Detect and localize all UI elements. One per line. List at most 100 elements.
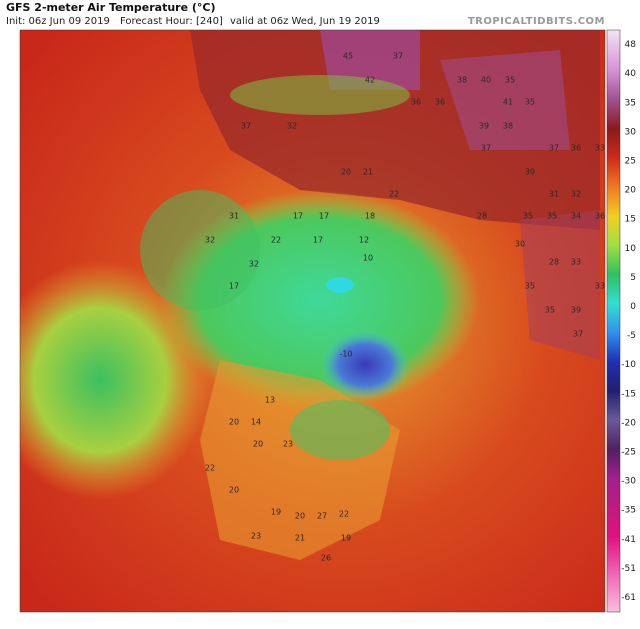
temperature-label: 26 xyxy=(321,554,331,563)
temperature-label: 21 xyxy=(363,168,373,177)
temperature-label: 32 xyxy=(249,260,259,269)
temperature-label: 17 xyxy=(293,212,303,221)
temperature-label: 33 xyxy=(595,282,605,291)
temperature-label: 20 xyxy=(295,512,305,521)
temperature-label: 27 xyxy=(317,512,327,521)
map-labels: 45 37 42 38 40 35 36 41 35 39 38 36 37 37 36 33 39 31 32 35… xyxy=(205,52,605,563)
temperature-label: 22 xyxy=(389,190,399,199)
colorbar xyxy=(606,29,621,613)
colorbar-tick-label: -35 xyxy=(621,506,636,516)
temperature-label: 28 xyxy=(549,258,559,267)
temperature-label: 10 xyxy=(363,254,373,263)
colorbar-tick-label: 20 xyxy=(625,186,637,196)
init: Init: 06z Jun 09 2019 xyxy=(6,16,110,27)
temperature-label: 32 xyxy=(205,236,215,245)
temperature-label: 20 xyxy=(229,418,239,427)
temperature-label: 17 xyxy=(319,212,329,221)
temperature-label: 22 xyxy=(339,510,349,519)
temperature-label: 37 xyxy=(549,144,559,153)
temperature-label: 14 xyxy=(251,418,261,427)
temperature-label: 31 xyxy=(229,212,239,221)
temperature-label: 39 xyxy=(571,306,581,315)
temperature-label: 35 xyxy=(545,306,555,315)
temperature-label: 35 xyxy=(523,212,533,221)
temperature-label: 22 xyxy=(205,464,215,473)
colorbar-tick-label: 30 xyxy=(625,127,637,137)
temperature-label: 31 xyxy=(549,190,559,199)
colorbar-tick-label: 10 xyxy=(625,244,637,254)
colorbar-tick-label: 15 xyxy=(625,215,636,225)
title: GFS 2-meter Air Temperature (°C) xyxy=(6,1,216,14)
ice-patch xyxy=(326,277,354,293)
temperature-label: 12 xyxy=(359,236,369,245)
temperature-label: 35 xyxy=(505,76,515,85)
temperature-label: 37 xyxy=(573,330,583,339)
siberia-cool xyxy=(140,190,260,310)
source: TROPICALTIDBITS.COM xyxy=(468,16,605,27)
temperature-label: 36 xyxy=(435,98,445,107)
colorbar-tick-label: -5 xyxy=(627,331,636,341)
temperature-label: 19 xyxy=(341,534,351,543)
valid-time: valid at 06z Wed, Jun 19 2019 xyxy=(230,16,380,27)
temperature-label: 20 xyxy=(341,168,351,177)
hot-region xyxy=(440,50,570,150)
temperature-label: 42 xyxy=(365,76,375,85)
greenland xyxy=(320,330,410,400)
temperature-label: 32 xyxy=(571,190,581,199)
temperature-label: 40 xyxy=(481,76,491,85)
temperature-label: 23 xyxy=(251,532,261,541)
temperature-label: 33 xyxy=(595,144,605,153)
temperature-label: -10 xyxy=(339,350,352,359)
temperature-label: 17 xyxy=(229,282,239,291)
colorbar-tick-label: -25 xyxy=(621,447,636,457)
temperature-label: 32 xyxy=(287,122,297,131)
temperature-label: 30 xyxy=(515,240,525,249)
temperature-label: 35 xyxy=(525,98,535,107)
temperature-label: 37 xyxy=(481,144,491,153)
temperature-label: 37 xyxy=(393,52,403,61)
temperature-label: 20 xyxy=(229,486,239,495)
colorbar-tick-label: -20 xyxy=(621,418,636,428)
temperature-label: 33 xyxy=(571,258,581,267)
colorbar-tick-label: -51 xyxy=(621,564,636,574)
colorbar-tick-label: 25 xyxy=(625,156,636,166)
colorbar-tick-label: -15 xyxy=(621,389,636,399)
hudson-cool xyxy=(290,400,390,460)
temperature-label: 38 xyxy=(503,122,513,131)
temperature-label: 35 xyxy=(547,212,557,221)
map xyxy=(20,30,605,612)
temperature-label: 17 xyxy=(313,236,323,245)
colorbar-tick-label: -61 xyxy=(621,593,636,603)
temperature-label: 36 xyxy=(571,144,581,153)
hot-region xyxy=(520,210,600,360)
forecast-hour: Forecast Hour: [240] xyxy=(120,16,223,27)
colorbar-tick-label: 5 xyxy=(630,273,636,283)
temperature-label: 28 xyxy=(477,212,487,221)
temperature-label: 35 xyxy=(525,282,535,291)
temperature-label: 36 xyxy=(595,212,605,221)
temperature-label: 13 xyxy=(265,396,275,405)
temperature-label: 22 xyxy=(271,236,281,245)
temperature-label: 41 xyxy=(503,98,513,107)
temperature-label: 39 xyxy=(479,122,489,131)
temperature-label: 38 xyxy=(457,76,467,85)
temperature-label: 19 xyxy=(271,508,281,517)
temperature-label: 18 xyxy=(365,212,375,221)
temperature-label: 36 xyxy=(411,98,421,107)
temperature-label: 45 xyxy=(343,52,353,61)
colorbar-tick-label: 48 xyxy=(625,40,637,50)
colorbar-tick-label: -30 xyxy=(621,477,636,487)
temperature-label: 39 xyxy=(525,168,535,177)
temperature-label: 21 xyxy=(295,534,305,543)
colorbar-tick-label: 0 xyxy=(630,302,636,312)
hot-region xyxy=(320,30,420,90)
temperature-label: 20 xyxy=(253,440,263,449)
pacific-cool xyxy=(20,260,210,500)
colorbar-ticks: 48 40 35 30 25 20 15 10 5 0 -5 -10 -15 -20 -25 -30 -35 -4… xyxy=(621,40,636,603)
temperature-label: 34 xyxy=(571,212,581,221)
temperature-label: 37 xyxy=(241,122,251,131)
colorbar-tick-label: -41 xyxy=(621,535,636,545)
colorbar-tick-label: -10 xyxy=(621,360,636,370)
colorbar-tick-label: 35 xyxy=(625,98,636,108)
